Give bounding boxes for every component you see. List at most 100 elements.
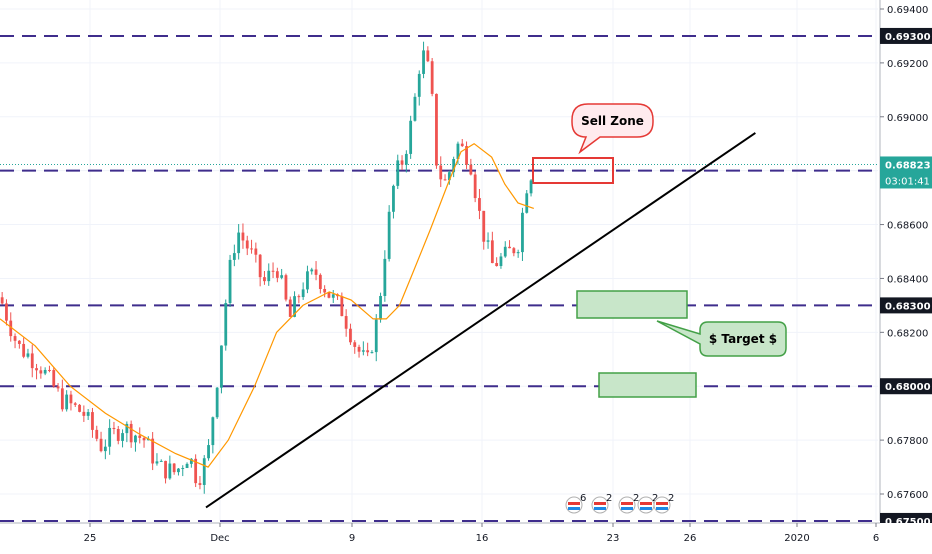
price-axis[interactable]: 0.69400 0.69200 0.69000 0.68600 0.68400 0.682… bbox=[879, 0, 932, 550]
candle-body bbox=[237, 232, 241, 254]
target-callout[interactable] bbox=[656, 320, 787, 357]
candle-body bbox=[340, 296, 344, 317]
candle-body bbox=[288, 299, 292, 317]
candle-body bbox=[275, 271, 279, 278]
x-tick-label: 26 bbox=[684, 533, 697, 544]
candle-body bbox=[35, 368, 38, 371]
candle-body bbox=[447, 172, 451, 181]
candle-body bbox=[370, 352, 374, 354]
candle-body bbox=[52, 370, 56, 387]
candle-body bbox=[293, 296, 296, 317]
candle-body bbox=[116, 429, 120, 441]
target-zone-box[interactable] bbox=[598, 372, 697, 398]
candle-body bbox=[202, 458, 206, 485]
trendline[interactable] bbox=[205, 132, 756, 509]
candle-body bbox=[374, 319, 378, 353]
flag-stripe bbox=[568, 502, 580, 505]
candle-body bbox=[443, 179, 447, 181]
sell-zone-box[interactable] bbox=[532, 157, 614, 184]
flag-stripe bbox=[568, 507, 580, 510]
sell-zone-callout[interactable] bbox=[571, 103, 654, 155]
candle-body bbox=[60, 388, 64, 410]
flag-stripe bbox=[594, 507, 606, 510]
candle-body bbox=[314, 269, 318, 275]
candle-body bbox=[245, 240, 249, 249]
y-tick-label: 0.67600 bbox=[887, 490, 928, 501]
level-price-tag[interactable] bbox=[880, 297, 932, 314]
candle-body bbox=[529, 180, 533, 194]
candles bbox=[0, 41, 533, 494]
y-tick-label: 0.68400 bbox=[887, 274, 928, 285]
flag-stripe bbox=[656, 507, 668, 510]
candle-body bbox=[125, 423, 129, 434]
candle-body bbox=[91, 412, 94, 430]
candle-body bbox=[361, 350, 365, 352]
candle-body bbox=[486, 240, 490, 242]
candle-body bbox=[13, 336, 17, 341]
candle-body bbox=[404, 153, 408, 165]
candle-body bbox=[172, 463, 176, 473]
candle-body bbox=[521, 212, 524, 253]
time-axis[interactable]: 25 Dec 9 16 23 26 2020 6 bbox=[0, 522, 932, 550]
economic-event-marker[interactable]: 2 bbox=[653, 493, 674, 514]
candle-body bbox=[263, 277, 266, 282]
zones[interactable] bbox=[532, 157, 697, 398]
x-tick-label: 2020 bbox=[784, 533, 809, 544]
candle-body bbox=[478, 198, 481, 211]
candle-body bbox=[413, 96, 417, 121]
candle-body bbox=[482, 210, 486, 242]
candle-body bbox=[323, 288, 327, 293]
flag-stripe bbox=[640, 507, 652, 510]
candle-body bbox=[452, 159, 456, 173]
candle-body bbox=[78, 404, 81, 412]
candle-body bbox=[99, 438, 103, 452]
candle-body bbox=[357, 346, 361, 352]
target-label: $ Target $ bbox=[709, 332, 777, 346]
candle-body bbox=[65, 394, 69, 410]
economic-event-marker[interactable]: 6 bbox=[565, 493, 586, 514]
y-tick-label: 0.69400 bbox=[887, 5, 928, 16]
candle-body bbox=[516, 252, 520, 254]
candle-body bbox=[82, 411, 86, 416]
candle-body bbox=[250, 248, 253, 250]
candle-body bbox=[138, 435, 142, 438]
candle-body bbox=[220, 345, 223, 388]
current-price-tag[interactable] bbox=[880, 156, 932, 189]
economic-event-marker[interactable]: 2 bbox=[618, 493, 639, 514]
candle-body bbox=[318, 274, 322, 289]
candle-body bbox=[392, 185, 395, 212]
level-price-label: 0.68000 bbox=[885, 382, 931, 393]
economic-event-marker[interactable]: 2 bbox=[591, 493, 612, 514]
trendline[interactable] bbox=[205, 132, 756, 509]
candle-body bbox=[198, 483, 202, 485]
y-tick-label: 0.67800 bbox=[887, 436, 928, 447]
candle-body bbox=[435, 93, 438, 166]
candle-body bbox=[22, 343, 26, 357]
flag-stripe bbox=[656, 502, 668, 505]
candle-body bbox=[194, 458, 198, 484]
horizontal-levels[interactable] bbox=[0, 34, 878, 522]
candle-body bbox=[177, 468, 180, 473]
level-price-tag[interactable] bbox=[880, 27, 932, 44]
moving-average-line bbox=[0, 142, 534, 468]
annotations[interactable]: Sell Zone $ Target $ bbox=[571, 103, 787, 357]
candle-body bbox=[525, 193, 529, 213]
candle-body bbox=[30, 353, 34, 369]
flag-stripe bbox=[594, 502, 606, 505]
candle-body bbox=[409, 120, 413, 154]
candle-body bbox=[215, 387, 219, 418]
x-tick-label: 16 bbox=[476, 533, 489, 544]
x-tick-label: 23 bbox=[607, 533, 620, 544]
candle-body bbox=[512, 248, 516, 254]
candle-body bbox=[185, 463, 189, 469]
candle-body bbox=[284, 275, 288, 300]
candle-body bbox=[353, 342, 357, 347]
candle-body bbox=[465, 146, 468, 165]
candle-body bbox=[331, 294, 335, 298]
target-zone-box[interactable] bbox=[576, 290, 688, 319]
level-price-tag[interactable] bbox=[880, 378, 932, 395]
candle-body bbox=[508, 246, 511, 249]
